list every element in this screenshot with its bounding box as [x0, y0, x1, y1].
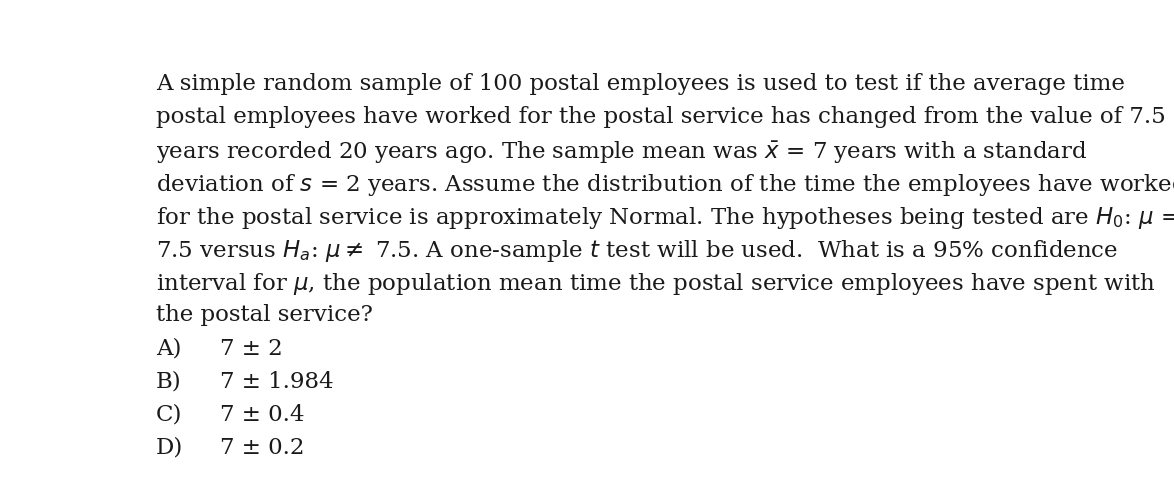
Text: 7 ± 1.984: 7 ± 1.984: [221, 371, 333, 393]
Text: C): C): [156, 404, 182, 426]
Text: postal employees have worked for the postal service has changed from the value o: postal employees have worked for the pos…: [156, 106, 1166, 128]
Text: the postal service?: the postal service?: [156, 304, 373, 327]
Text: deviation of $s$ = 2 years. Assume the distribution of the time the employees ha: deviation of $s$ = 2 years. Assume the d…: [156, 172, 1174, 198]
Text: for the postal service is approximately Normal. The hypotheses being tested are : for the postal service is approximately …: [156, 205, 1174, 231]
Text: 7 ± 2: 7 ± 2: [221, 338, 283, 360]
Text: D): D): [156, 437, 183, 459]
Text: 7 ± 0.4: 7 ± 0.4: [221, 404, 305, 426]
Text: years recorded 20 years ago. The sample mean was $\bar{x}$ = 7 years with a stan: years recorded 20 years ago. The sample …: [156, 139, 1087, 166]
Text: 7 ± 0.2: 7 ± 0.2: [221, 437, 305, 459]
Text: A): A): [156, 338, 182, 360]
Text: 7.5 versus $H_a$: $\mu \neq$ 7.5. A one-sample $t$ test will be used.  What is a: 7.5 versus $H_a$: $\mu \neq$ 7.5. A one-…: [156, 238, 1118, 264]
Text: A simple random sample of 100 postal employees is used to test if the average ti: A simple random sample of 100 postal emp…: [156, 73, 1125, 95]
Text: interval for $\mu$, the population mean time the postal service employees have s: interval for $\mu$, the population mean …: [156, 272, 1155, 297]
Text: B): B): [156, 371, 182, 393]
